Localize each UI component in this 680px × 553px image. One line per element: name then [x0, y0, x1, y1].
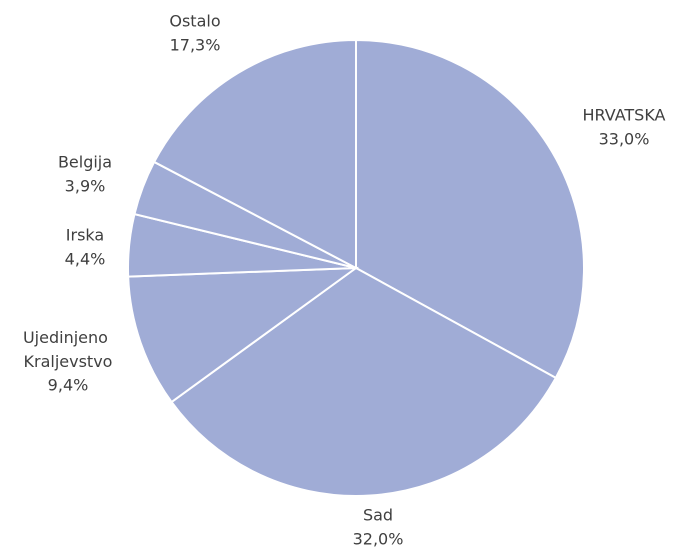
label-line: Kraljevstvo — [24, 352, 113, 371]
category-label: Irska — [66, 226, 104, 245]
pie-slice — [152, 38, 357, 270]
category-label: Ostalo — [169, 12, 220, 31]
pie-slice — [170, 266, 558, 497]
category-label: Ujedinjeno Kraljevstvo — [23, 328, 113, 371]
category-label: Belgija — [58, 153, 112, 172]
value-label: 4,4% — [65, 250, 106, 269]
label-line: Ujedinjeno — [23, 328, 113, 347]
value-label: 33,0% — [599, 130, 650, 149]
value-label: 32,0% — [353, 530, 404, 549]
category-label: HRVATSKA — [583, 106, 666, 125]
value-label: 9,4% — [48, 376, 89, 395]
pie-slice — [127, 266, 360, 404]
value-label: 3,9% — [65, 177, 106, 196]
pie-slice — [355, 38, 585, 380]
category-label: Sad — [363, 506, 393, 525]
value-label: 17,3% — [170, 36, 221, 55]
